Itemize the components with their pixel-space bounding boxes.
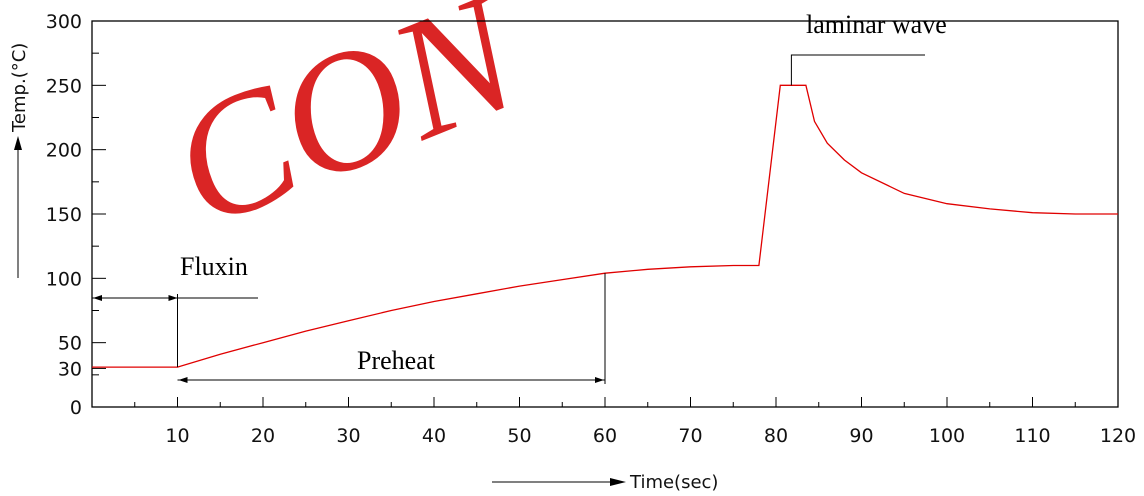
x-tick-label: 50 <box>507 425 531 447</box>
watermark-text: CON <box>147 0 550 263</box>
y-tick-label: 50 <box>58 333 82 355</box>
axis-tick-labels: 10 20 30 40 50 60 70 80 90 100 110 120 0 30 50 100 150 20… <box>46 11 1136 447</box>
x-tick-label: 120 <box>1100 425 1136 447</box>
x-tick-label: 70 <box>678 425 702 447</box>
x-tick-label: 40 <box>422 425 446 447</box>
preheat-right-arrow <box>595 377 604 383</box>
preheat-label: Preheat <box>357 346 436 375</box>
fluxin-annotation <box>92 294 258 368</box>
y-tick-label: 100 <box>46 268 82 290</box>
preheat-left-arrow <box>178 377 188 383</box>
axis-ticks <box>92 20 1119 408</box>
fluxin-label: Fluxin <box>180 252 248 281</box>
x-tick-label: 90 <box>849 425 873 447</box>
fluxin-left-arrow <box>93 295 102 301</box>
x-tick-label: 10 <box>165 425 189 447</box>
y-tick-label: 0 <box>70 397 82 419</box>
laminar-wave-label: laminar wave <box>806 10 947 39</box>
x-tick-label: 110 <box>1014 425 1050 447</box>
fluxin-right-arrow <box>168 295 178 301</box>
x-axis-title-group: Time(sec) <box>492 472 718 493</box>
x-tick-label: 100 <box>929 425 965 447</box>
x-tick-label: 80 <box>764 425 788 447</box>
y-tick-label: 300 <box>46 11 82 33</box>
y-tick-label: 30 <box>58 358 82 380</box>
y-tick-label: 250 <box>46 75 82 97</box>
x-tick-label: 60 <box>593 425 617 447</box>
x-tick-label: 30 <box>336 425 360 447</box>
laminar-wave-leader-line <box>790 54 925 86</box>
y-tick-label: 150 <box>46 204 82 226</box>
x-axis-title: Time(sec) <box>629 472 718 493</box>
y-tick-label: 200 <box>46 140 82 162</box>
y-axis-arrow-head <box>14 136 22 150</box>
preheat-annotation <box>177 273 606 384</box>
x-axis-arrow-head <box>610 478 626 486</box>
y-axis-title: Temp.(°C) <box>9 43 30 133</box>
temperature-series-line <box>92 84 1118 368</box>
y-axis-title-group: Temp.(°C) <box>9 43 30 278</box>
laminar-wave-annotation <box>790 54 925 86</box>
x-tick-label: 20 <box>251 425 275 447</box>
